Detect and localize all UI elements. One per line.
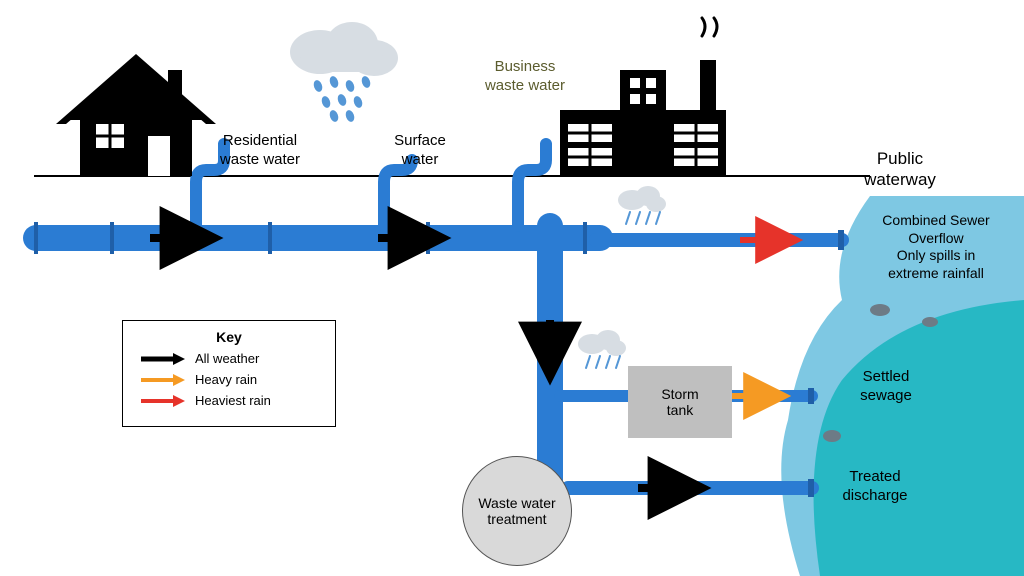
label-business: Businesswaste water [470,58,580,96]
legend-row-all-weather: All weather [139,351,319,366]
legend-row-heaviest-rain: Heaviest rain [139,393,319,408]
arrow-orange-icon [139,373,185,387]
storm-tank-box: Stormtank [628,366,732,438]
small-cloud-1-icon [618,186,666,224]
label-public-waterway: Publicwaterway [840,148,960,191]
storm-out-rim [808,388,814,404]
house-icon [56,54,216,176]
label-surface: Surfacewater [370,132,470,170]
storm-tank-label: Stormtank [661,386,698,418]
small-cloud-2-icon [578,330,626,368]
legend-row-label: Heaviest rain [195,393,271,408]
wwt-circle: Waste watertreatment [462,456,572,566]
label-cso: Combined SewerOverflowOnly spills inextr… [848,212,1024,282]
legend-title: Key [139,329,319,345]
label-settled: Settledsewage [836,368,936,406]
legend-row-label: All weather [195,351,259,366]
cso-pipe-rim [838,230,844,250]
big-cloud-icon [290,22,398,123]
factory-icon [560,18,726,176]
label-residential: Residentialwaste water [200,132,320,170]
arrow-black-icon [139,352,185,366]
treated-pipe-rim [808,479,814,497]
legend-box: Key All weather Heavy rain Heaviest rain [122,320,336,427]
label-treated: Treateddischarge [820,468,930,506]
arrow-red-icon [139,394,185,408]
legend-row-heavy-rain: Heavy rain [139,372,319,387]
legend-row-label: Heavy rain [195,372,257,387]
wwt-label: Waste watertreatment [478,495,555,527]
